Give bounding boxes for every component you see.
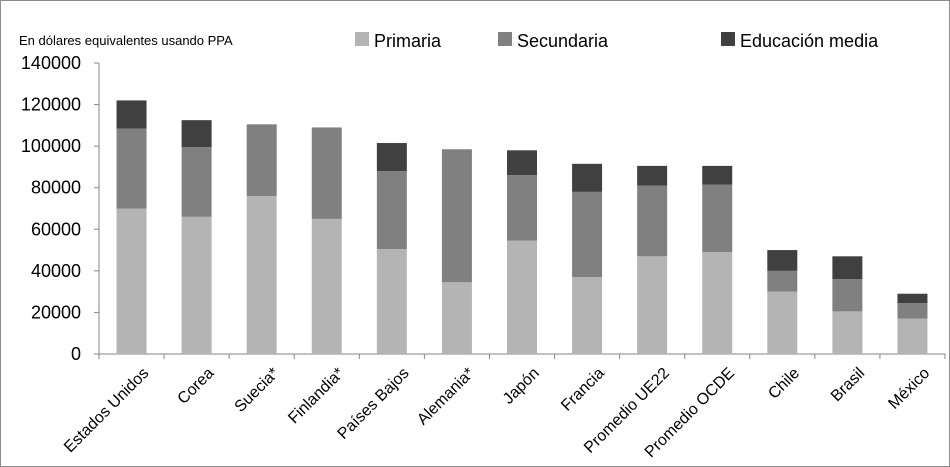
- x-tick-label: Japón: [500, 365, 543, 408]
- x-tick-label: Suecia*: [231, 365, 282, 416]
- legend-label: Primaria: [374, 31, 442, 51]
- y-tick-label: 80000: [31, 178, 81, 198]
- bar-segment: [637, 165, 668, 186]
- y-tick-label: 60000: [31, 219, 81, 239]
- legend-swatch: [498, 32, 512, 46]
- x-axis: Estados Unidos Corea Suecia* Finlandia*País…: [61, 353, 946, 461]
- legend-label: Educación media: [740, 31, 879, 51]
- bar-segment: [897, 303, 928, 319]
- bar-segment: [311, 218, 342, 354]
- bar-segment: [441, 282, 472, 354]
- legend: Primaria Secundaria Educación media: [355, 31, 879, 51]
- bar-segment: [507, 175, 537, 241]
- x-tick-label: Chile: [765, 365, 803, 403]
- bar-segment: [376, 143, 407, 172]
- y-tick-label: 120000: [21, 95, 81, 115]
- bar-segment: [116, 128, 147, 209]
- bar-segment: [897, 293, 928, 304]
- bars: [116, 100, 928, 354]
- bar-segment: [507, 240, 537, 354]
- x-tick-label: Francia: [558, 365, 608, 415]
- bar-segment: [507, 150, 537, 176]
- bar-segment: [311, 127, 342, 219]
- bar-segment: [832, 279, 863, 312]
- bar-segment: [441, 149, 472, 283]
- bar-segment: [181, 147, 212, 217]
- bar-segment: [116, 100, 147, 129]
- bar-segment: [572, 277, 603, 354]
- bar-segment: [767, 250, 798, 271]
- x-tick-label: Finlandia*: [285, 365, 347, 427]
- bar-segment: [376, 249, 407, 354]
- bar-segment: [637, 256, 668, 354]
- bar-segment: [246, 196, 277, 354]
- y-tick-label: 100000: [21, 136, 81, 156]
- chart-subtitle: En dólares equivalentes usando PPA: [19, 33, 233, 48]
- x-tick-label: Brasil: [828, 365, 868, 405]
- x-tick-label: México: [885, 365, 933, 413]
- legend-label: Secundaria: [517, 31, 609, 51]
- legend-swatch: [355, 32, 369, 46]
- bar-segment: [832, 256, 863, 280]
- y-axis: 0 20000 40000 60000 80000 100000 120000 140000: [21, 53, 100, 364]
- x-tick-label: Alemania*: [414, 365, 478, 429]
- y-tick-label: 0: [71, 344, 81, 364]
- bar-segment: [702, 184, 733, 253]
- bar-segment: [767, 291, 798, 354]
- y-tick-label: 20000: [31, 302, 81, 322]
- bar-segment: [637, 185, 668, 257]
- y-tick-label: 40000: [31, 261, 81, 281]
- x-tick-label: Estados Unidos: [61, 365, 152, 456]
- bar-segment: [832, 311, 863, 354]
- x-tick-label: Corea: [175, 365, 218, 408]
- bar-segment: [572, 191, 603, 278]
- bar-segment: [702, 165, 733, 185]
- bar-segment: [246, 124, 277, 197]
- bar-segment: [376, 171, 407, 250]
- bar-segment: [116, 208, 147, 354]
- legend-swatch: [721, 32, 735, 46]
- bar-segment: [181, 216, 212, 354]
- bar-segment: [767, 270, 798, 292]
- bar-segment: [702, 252, 733, 354]
- bar-segment: [897, 318, 928, 354]
- y-tick-label: 140000: [21, 53, 81, 73]
- bar-segment: [572, 163, 603, 192]
- bar-segment: [181, 120, 212, 148]
